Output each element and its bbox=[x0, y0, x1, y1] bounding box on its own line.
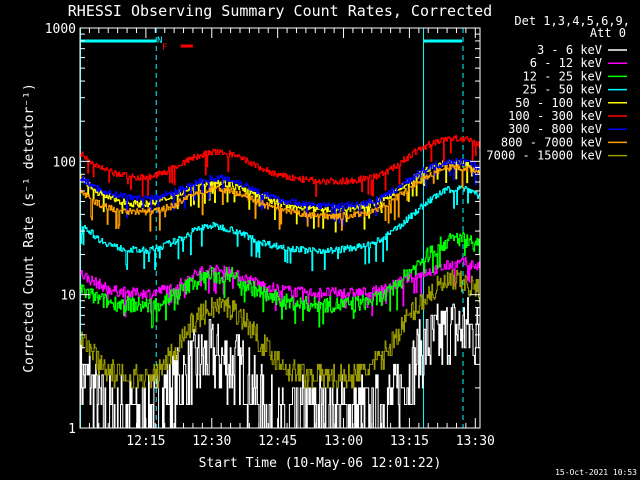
x-tick-label: 13:15 bbox=[390, 434, 429, 449]
x-tick-label: 13:30 bbox=[456, 434, 495, 449]
legend-header-detectors: Det 1,3,4,5,6,9, bbox=[514, 14, 630, 28]
y-tick-label: 1 bbox=[68, 422, 76, 437]
series-traces bbox=[80, 135, 480, 428]
night-flag-label: N bbox=[157, 36, 162, 46]
series-line-12-25 bbox=[80, 231, 480, 329]
y-axis-title: Corrected Count Rate (s⁻¹ detector⁻¹) bbox=[22, 83, 37, 373]
x-tick-label: 12:15 bbox=[126, 434, 165, 449]
series-line-3-6 bbox=[80, 297, 480, 428]
legend-header-attenuator: Att 0 bbox=[590, 26, 626, 40]
legend-label: 3 - 6 keV bbox=[537, 43, 602, 57]
legend-label: 50 - 100 keV bbox=[515, 96, 602, 110]
legend-label: 800 - 7000 keV bbox=[501, 135, 602, 149]
x-tick-label: 13:00 bbox=[324, 434, 363, 449]
series-line-300-800 bbox=[80, 158, 480, 226]
chart-title: RHESSI Observing Summary Count Rates, Co… bbox=[68, 2, 492, 20]
x-tick-label: 12:45 bbox=[258, 434, 297, 449]
flare-flag-label: F bbox=[162, 43, 167, 53]
series-line-6-12 bbox=[80, 256, 480, 318]
plot-frame bbox=[79, 27, 481, 429]
axes: 1 10 100 1000 12:15 12:30 12:45 13:00 13:15 13:30 bbox=[45, 22, 495, 449]
footer-timestamp: 15-Oct-2021 10:53 bbox=[555, 468, 637, 477]
series-line-100-300 bbox=[80, 135, 480, 197]
legend-label: 6 - 12 keV bbox=[530, 56, 602, 70]
series-line-7000-15000 bbox=[80, 269, 480, 389]
y-tick-label: 10 bbox=[60, 289, 76, 304]
plot-area: NF bbox=[80, 28, 480, 428]
series-line-25-50 bbox=[80, 185, 480, 272]
legend-label: 25 - 50 keV bbox=[523, 83, 602, 97]
legend-label: 300 - 800 keV bbox=[508, 122, 602, 136]
series-line-800-7000 bbox=[80, 163, 480, 232]
legend-label: 12 - 25 keV bbox=[523, 69, 602, 83]
legend-label: 100 - 300 keV bbox=[508, 109, 602, 123]
x-tick-label: 12:30 bbox=[192, 434, 231, 449]
y-tick-label: 100 bbox=[53, 155, 76, 170]
legend-label: 7000 - 15000 keV bbox=[486, 149, 602, 163]
x-axis-title: Start Time (10-May-06 12:01:22) bbox=[199, 456, 442, 471]
y-tick-label: 1000 bbox=[45, 22, 76, 37]
